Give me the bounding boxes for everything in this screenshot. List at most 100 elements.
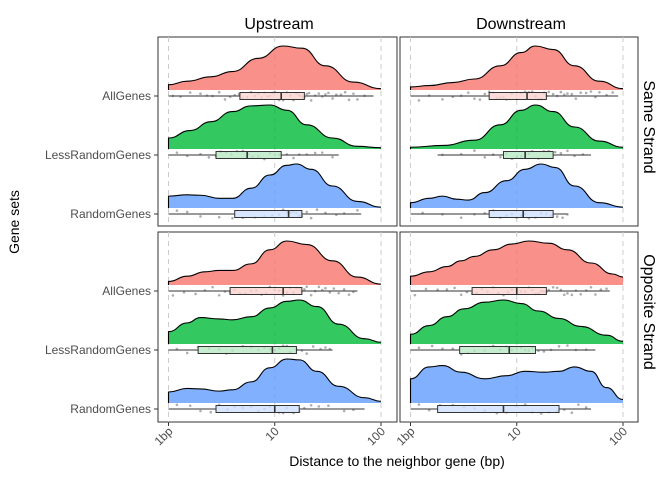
panel-upstream-opposite-strand-allgenes-point bbox=[324, 286, 327, 290]
facet-title-upstream: Upstream bbox=[244, 16, 313, 33]
x-tick-label-100: 100 bbox=[606, 424, 630, 448]
panel-upstream-same-strand-allgenes-density bbox=[168, 46, 381, 90]
panel-upstream-same-strand-randomgenes-point bbox=[315, 208, 319, 211]
panel-downstream-same-strand-allgenes-density-outline bbox=[409, 45, 624, 90]
row-strip-same-strand: Same Strand bbox=[640, 80, 657, 173]
panel-downstream-opposite-strand-lessrandomgenes-box bbox=[459, 346, 536, 354]
row-strip-opposite-strand: Opposite Strand bbox=[640, 254, 657, 370]
panel-downstream-same-strand-allgenes-point bbox=[589, 90, 593, 93]
panel-upstream-same-strand-randomgenes-box bbox=[234, 210, 303, 218]
x-tick-label-10: 10 bbox=[505, 424, 525, 444]
panel-upstream-opposite-strand-allgenes-density-outline bbox=[167, 240, 382, 285]
y-tick-label-randomgenes: RandomGenes bbox=[70, 207, 151, 221]
panel-upstream-opposite-strand-allgenes-point bbox=[332, 287, 336, 290]
panel-upstream-same-strand-lessrandomgenes-point bbox=[331, 155, 334, 159]
panel-downstream-opposite-strand-allgenes-point bbox=[445, 288, 449, 291]
panel-downstream-opposite-strand-lessrandomgenes-point bbox=[451, 347, 455, 350]
panel-upstream-opposite-strand-allgenes-point bbox=[305, 285, 309, 288]
panel-downstream-opposite-strand-lessrandomgenes-density bbox=[410, 300, 623, 344]
panel-downstream-opposite-strand-randomgenes-point bbox=[417, 403, 421, 406]
panel-downstream-same-strand-allgenes-point bbox=[441, 98, 444, 101]
panel-downstream-opposite-strand-lessrandomgenes-point bbox=[441, 347, 444, 350]
panel-downstream-same-strand-lessrandomgenes-density-outline bbox=[409, 104, 624, 149]
panel-downstream-same-strand-allgenes-point bbox=[559, 90, 563, 94]
panel-upstream-opposite-strand-allgenes-point bbox=[217, 293, 221, 297]
panel-downstream-same-strand-lessrandomgenes-point bbox=[498, 155, 502, 159]
panel-upstream-opposite-strand-lessrandomgenes-point bbox=[324, 346, 327, 349]
panel-downstream-opposite-strand-allgenes-point bbox=[453, 286, 456, 290]
panel-downstream-same-strand-allgenes-point bbox=[562, 93, 566, 97]
panel-downstream-same-strand-allgenes-point bbox=[598, 90, 601, 94]
panel-downstream-opposite-strand-randomgenes-density-outline bbox=[409, 365, 624, 403]
panel-upstream-opposite-strand-randomgenes-density-outline bbox=[167, 358, 382, 403]
panel-upstream-opposite-strand-allgenes-point bbox=[194, 292, 197, 296]
panel-downstream-opposite-strand-randomgenes-point bbox=[584, 405, 588, 409]
panel-downstream-opposite-strand-allgenes-point bbox=[570, 293, 574, 297]
y-tick-label-lessrandomgenes: LessRandomGenes bbox=[45, 343, 151, 357]
panel-downstream-same-strand-randomgenes-point bbox=[459, 216, 463, 219]
panel-downstream-opposite-strand-allgenes-density bbox=[410, 241, 623, 285]
panel-upstream-same-strand-allgenes-point bbox=[347, 98, 351, 102]
x-tick-label-1bp: 1bp bbox=[152, 424, 176, 448]
panel-upstream-opposite-strand-randomgenes-point bbox=[327, 404, 330, 408]
panel-downstream-same-strand-randomgenes-box bbox=[488, 210, 554, 218]
panel-upstream-opposite-strand-randomgenes-density bbox=[168, 359, 381, 403]
panel-upstream-same-strand-lessrandomgenes-point bbox=[313, 151, 317, 155]
panel-downstream-opposite-strand-lessrandomgenes-point bbox=[557, 345, 561, 348]
panel-upstream-opposite-strand-allgenes-box bbox=[229, 287, 303, 295]
panel-upstream-same-strand-lessrandomgenes-point bbox=[207, 156, 211, 159]
panel-downstream-opposite-strand-lessrandomgenes-density-outline bbox=[409, 299, 624, 344]
panel-downstream-same-strand-allgenes-point bbox=[551, 92, 555, 96]
panel-upstream-opposite-strand-randomgenes-point bbox=[317, 405, 321, 408]
panel-downstream-opposite-strand-allgenes-box bbox=[471, 287, 547, 295]
panel-upstream-same-strand-randomgenes-point bbox=[199, 215, 202, 218]
panel-upstream-same-strand-randomgenes-density-outline bbox=[167, 163, 382, 208]
panel-downstream-opposite-strand-randomgenes-box bbox=[437, 405, 560, 413]
panel-downstream-opposite-strand-allgenes-density-outline bbox=[409, 240, 624, 285]
panel-upstream-opposite-strand-lessrandomgenes-density-outline bbox=[167, 299, 382, 344]
panel-downstream-same-strand-allgenes-point bbox=[467, 91, 470, 94]
panel-upstream-same-strand-randomgenes-point bbox=[324, 211, 327, 215]
y-axis-ticks: AllGenes LessRandomGenes RandomGenes AllGen… bbox=[45, 89, 158, 416]
panel-upstream-same-strand-randomgenes-point bbox=[175, 209, 179, 212]
panel-downstream-opposite-strand-allgenes-point bbox=[599, 288, 603, 291]
panel-downstream-same-strand-allgenes-point bbox=[570, 92, 574, 96]
panel-downstream-opposite-strand-randomgenes-density bbox=[410, 365, 623, 403]
panel-downstream-opposite-strand-allgenes-point bbox=[436, 288, 439, 291]
panel-downstream-same-strand-randomgenes-density bbox=[410, 164, 623, 208]
panel-upstream-same-strand-allgenes-point bbox=[307, 91, 311, 95]
panel-upstream-same-strand-lessrandomgenes-point bbox=[292, 156, 295, 160]
y-axis-title: Gene sets bbox=[6, 190, 22, 254]
panel-downstream-same-strand-lessrandomgenes-point bbox=[473, 149, 476, 152]
panel-upstream-same-strand-allgenes-point bbox=[223, 98, 227, 101]
panel-downstream-opposite-strand-allgenes-point bbox=[562, 293, 566, 297]
panel-downstream-opposite-strand-allgenes-point bbox=[566, 291, 569, 295]
panel-upstream-same-strand-randomgenes-point bbox=[305, 210, 309, 214]
panel-upstream-opposite-strand-lessrandomgenes-box bbox=[197, 346, 297, 354]
panel-downstream-same-strand-allgenes-point bbox=[611, 91, 615, 94]
panel-downstream-same-strand-randomgenes-point bbox=[561, 216, 564, 220]
x-tick-label-1bp: 1bp bbox=[394, 424, 418, 448]
panel-upstream-same-strand-lessrandomgenes-density-outline bbox=[167, 104, 382, 149]
panel-downstream-opposite-strand-allgenes-point bbox=[589, 285, 593, 289]
panel-upstream-same-strand-randomgenes-point bbox=[356, 209, 359, 212]
panel-downstream-same-strand-lessrandomgenes-point bbox=[559, 151, 563, 155]
y-tick-label-randomgenes: RandomGenes bbox=[70, 402, 151, 416]
panel-downstream-same-strand-lessrandomgenes-point bbox=[553, 150, 557, 154]
panel-downstream-same-strand-allgenes-box bbox=[488, 92, 547, 100]
panel-upstream-opposite-strand-randomgenes-point bbox=[209, 410, 213, 414]
panel-upstream-opposite-strand-lessrandomgenes-point bbox=[305, 352, 309, 355]
x-tick-label-100: 100 bbox=[364, 424, 388, 448]
panel-downstream-same-strand-allgenes-point bbox=[483, 92, 487, 96]
panel-upstream-opposite-strand-allgenes-density bbox=[168, 241, 381, 285]
facet-title-downstream: Downstream bbox=[476, 16, 566, 33]
panel-downstream-opposite-strand-allgenes-point bbox=[459, 293, 463, 297]
panel-upstream-same-strand-allgenes-point bbox=[356, 98, 359, 101]
panel-upstream-opposite-strand-lessrandomgenes-point bbox=[185, 351, 189, 355]
panel-downstream-opposite-strand-lessrandomgenes-point bbox=[417, 346, 421, 349]
y-tick-label-lessrandomgenes: LessRandomGenes bbox=[45, 148, 151, 162]
panel-upstream-same-strand-allgenes-point bbox=[343, 90, 347, 94]
panel-upstream-opposite-strand-lessrandomgenes-density bbox=[168, 300, 381, 344]
panel-upstream-same-strand-allgenes-point bbox=[339, 93, 343, 96]
panel-upstream-same-strand-allgenes-point bbox=[335, 93, 338, 96]
